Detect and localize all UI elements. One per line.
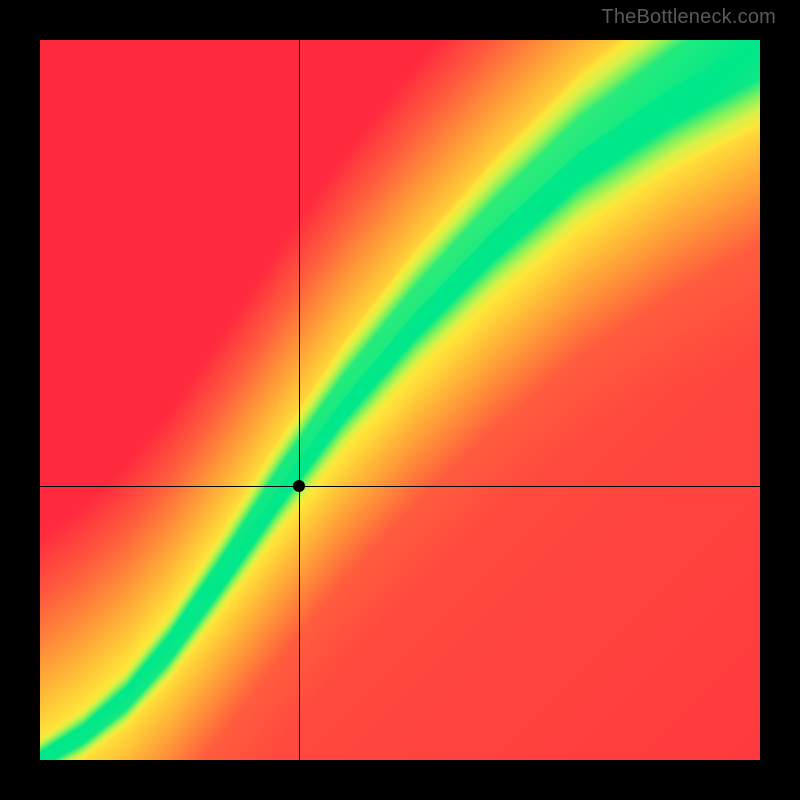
crosshair-horizontal [40,486,760,487]
plot-area [40,40,760,760]
crosshair-vertical [299,40,300,760]
watermark-text: TheBottleneck.com [601,6,776,29]
heatmap-canvas [40,40,760,760]
marker-dot [293,480,305,492]
